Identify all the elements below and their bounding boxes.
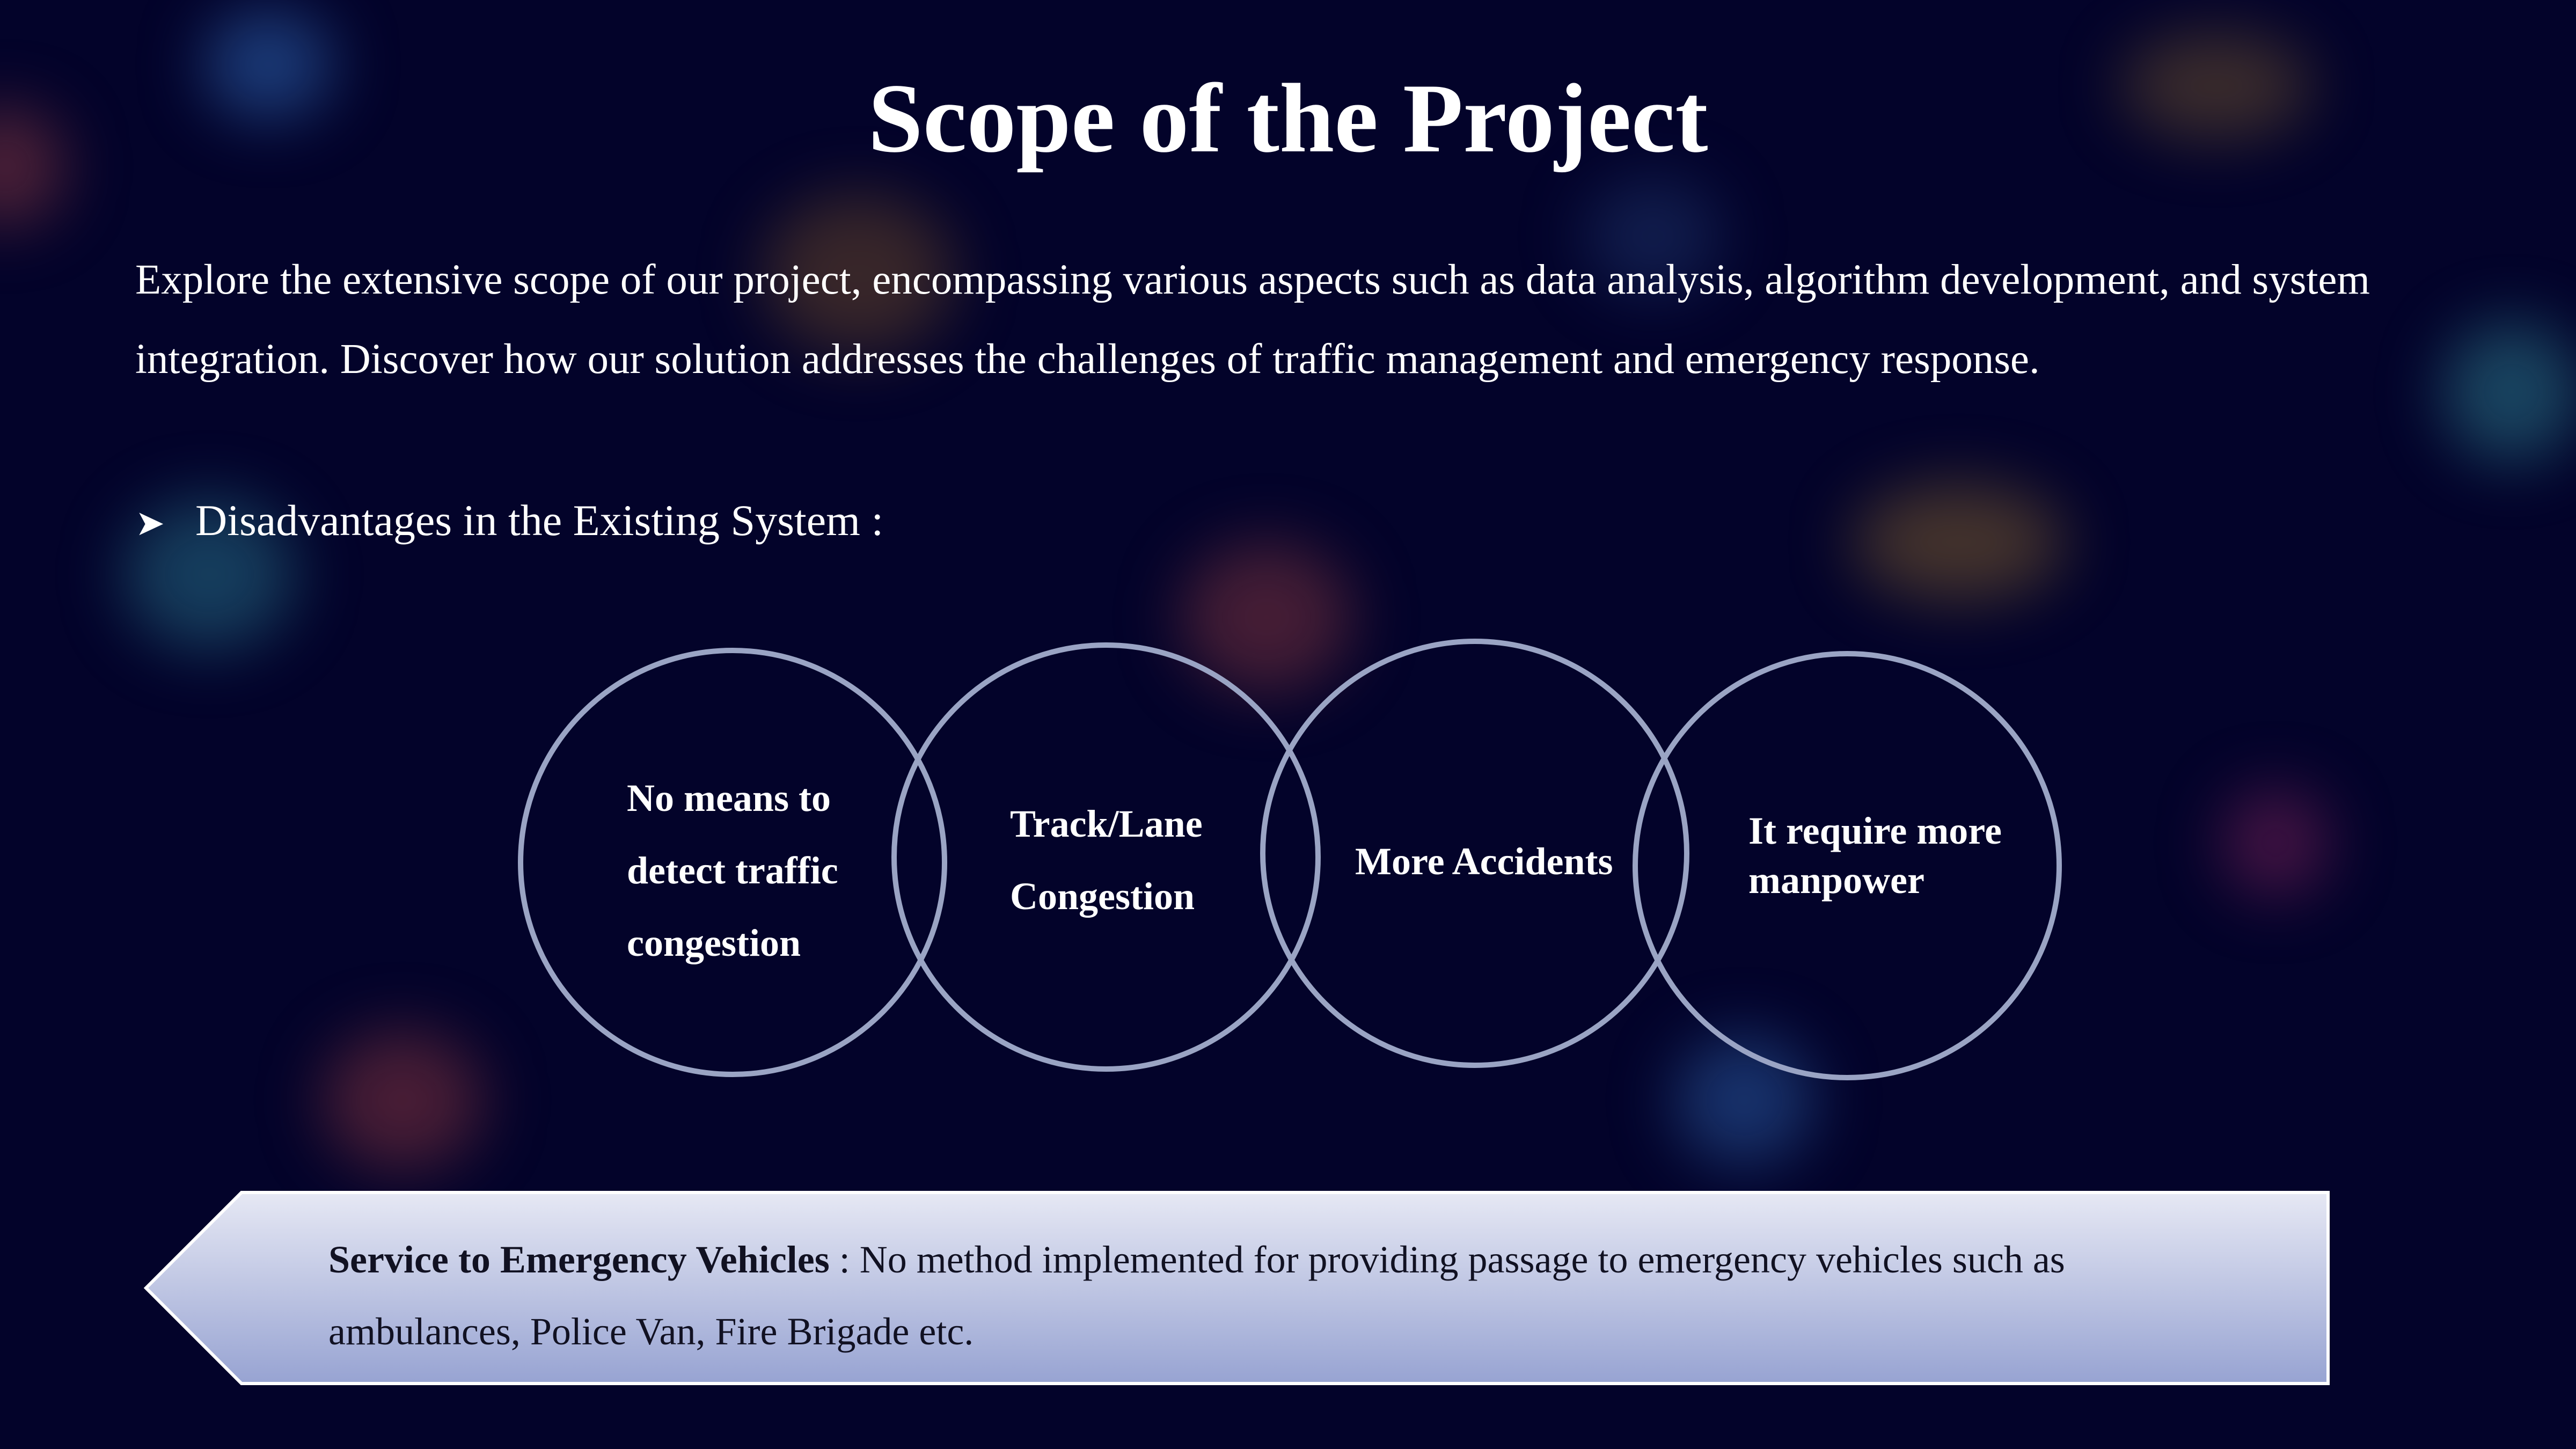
callout-body: : No method implemented for providing pa… [328,1238,2065,1353]
arrow-bullet-icon: ➤ [135,504,165,543]
callout-text: Service to Emergency Vehicles : No metho… [328,1224,2153,1367]
disadvantage-label: No means to detect traffic congestion [627,777,838,964]
bokeh-light [322,1030,483,1170]
slide-title: Scope of the Project [868,63,1708,173]
bokeh-light [1181,542,1352,692]
disadvantage-circle [1633,651,2062,1080]
bokeh-light [1674,1036,1814,1165]
disadvantage-label: Track/Lane Congestion [1010,802,1203,918]
bokeh-light [123,499,295,649]
disadvantage-circle [891,642,1321,1072]
disadvantage-label: More Accidents [1355,840,1613,883]
bokeh-light [2222,789,2329,896]
disadvantage-label: It require more manpower [1748,809,2002,902]
bokeh-light [2442,322,2576,462]
disadvantage-circle [1260,639,1689,1068]
callout-box [143,1191,2330,1385]
intro-paragraph: Explore the extensive scope of our proje… [135,257,2370,383]
bokeh-light [2120,32,2313,140]
disadvantage-circle [518,648,947,1077]
bullet-item: ➤ Disadvantages in the Existing System : [135,480,883,561]
bokeh-light [1583,177,1723,295]
bokeh-light [204,11,333,118]
bullet-text: Disadvantages in the Existing System : [195,496,884,545]
bokeh-light [1851,483,2066,601]
bokeh-light [762,193,955,354]
callout-heading: Service to Emergency Vehicles [328,1238,830,1281]
